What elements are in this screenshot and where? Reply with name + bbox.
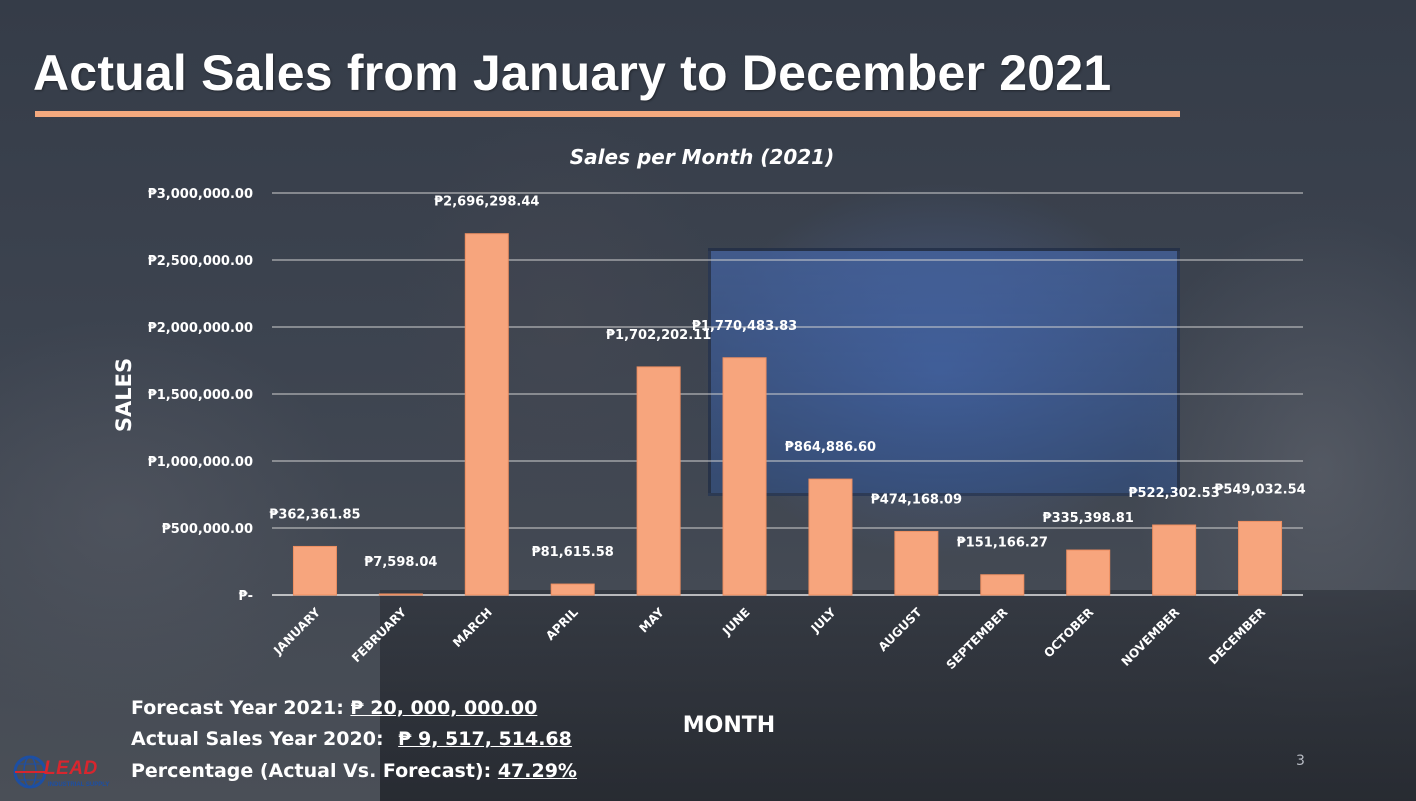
chart-data-labels: ₱362,361.85 ₱7,598.04 ₱2,696,298.44 ₱81,615…: [269, 195, 1305, 570]
bar-august: [894, 530, 939, 596]
x-tick-label: OCTOBER: [1041, 605, 1096, 660]
data-label: ₱1,702,202.11: [606, 328, 711, 343]
bar-july: [808, 478, 853, 596]
y-axis-tick-labels: ₱- ₱500,000.00 ₱1,000,000.00 ₱1,500,000.00 ₱…: [148, 187, 253, 604]
percentage-line: Percentage (Actual Vs. Forecast): 47.29%: [131, 760, 577, 782]
chart-bars: [292, 233, 1283, 596]
chart-title: Sales per Month (2021): [570, 145, 834, 169]
title-underline: [35, 111, 1180, 117]
y-tick-label: ₱3,000,000.00: [148, 187, 253, 202]
x-tick-label: MARCH: [450, 605, 495, 650]
x-tick-label: DECEMBER: [1206, 605, 1268, 667]
actual-sales-line: Actual Sales Year 2020: ₱ 9, 517, 514.68: [131, 728, 572, 750]
forecast-line: Forecast Year 2021: ₱ 20, 000, 000.00: [131, 697, 537, 719]
bar-november: [1152, 524, 1197, 596]
company-logo: LEAD INDUSTRIAL SUPPLY: [12, 752, 124, 792]
x-tick-label: SEPTEMBER: [944, 605, 1011, 672]
bar-march: [464, 233, 509, 596]
bar-may: [636, 366, 681, 596]
data-label: ₱81,615.58: [532, 545, 614, 560]
chart-gridlines: [272, 192, 1303, 596]
data-label: ₱362,361.85: [269, 507, 360, 522]
x-tick-label: AUGUST: [876, 605, 925, 654]
background-table: [380, 590, 1416, 801]
y-tick-label: ₱2,500,000.00: [148, 254, 253, 269]
y-tick-label: ₱2,000,000.00: [148, 321, 253, 336]
x-axis-tick-labels: JANUARY FEBRUARY MARCH APRIL MAY JUNE JULY AUGU…: [270, 605, 1268, 672]
actual-sales-label: Actual Sales Year 2020:: [131, 728, 384, 750]
data-label: ₱474,168.09: [871, 492, 962, 507]
data-label: ₱1,770,483.83: [692, 319, 797, 334]
percentage-label: Percentage (Actual Vs. Forecast):: [131, 760, 492, 782]
bar-june: [722, 357, 767, 596]
x-tick-label: NOVEMBER: [1119, 605, 1183, 669]
data-label: ₱335,398.81: [1043, 511, 1134, 526]
y-tick-label: ₱1,500,000.00: [148, 388, 253, 403]
x-tick-label: APRIL: [543, 605, 581, 643]
globe-icon: [13, 755, 47, 789]
x-axis-label: MONTH: [683, 713, 775, 738]
data-label: ₱2,696,298.44: [434, 195, 539, 210]
data-label: ₱7,598.04: [364, 555, 437, 570]
y-tick-label: ₱1,000,000.00: [148, 455, 253, 470]
data-label: ₱549,032.54: [1214, 482, 1305, 497]
x-tick-label: FEBRUARY: [349, 605, 409, 665]
percentage-value: 47.29%: [497, 760, 577, 782]
y-tick-label: ₱-: [239, 589, 253, 604]
logo-subtitle: INDUSTRIAL SUPPLY: [48, 782, 110, 788]
bar-september: [980, 574, 1025, 596]
forecast-label: Forecast Year 2021:: [131, 697, 344, 719]
data-label: ₱864,886.60: [785, 440, 876, 455]
x-tick-label: MAY: [636, 605, 666, 635]
forecast-value: ₱ 20, 000, 000.00: [350, 697, 538, 719]
page-number: 3: [1296, 753, 1305, 769]
bar-october: [1066, 549, 1111, 596]
data-label: ₱151,166.27: [957, 536, 1048, 551]
x-tick-label: JANUARY: [270, 605, 323, 658]
slide-title: Actual Sales from January to December 20…: [33, 45, 1112, 101]
background-monitor: [708, 248, 1180, 496]
bar-december: [1238, 520, 1283, 596]
data-label: ₱522,302.53: [1128, 486, 1219, 501]
bar-january: [292, 545, 337, 596]
logo-brand-text: LEAD: [44, 758, 98, 779]
x-tick-label: JUNE: [719, 605, 753, 639]
x-tick-label: JULY: [808, 605, 839, 636]
y-axis-label: SALES: [112, 358, 136, 432]
bar-april: [550, 583, 595, 596]
actual-sales-value: ₱ 9, 517, 514.68: [398, 728, 572, 750]
bar-february: [378, 593, 423, 596]
y-tick-label: ₱500,000.00: [162, 522, 253, 537]
